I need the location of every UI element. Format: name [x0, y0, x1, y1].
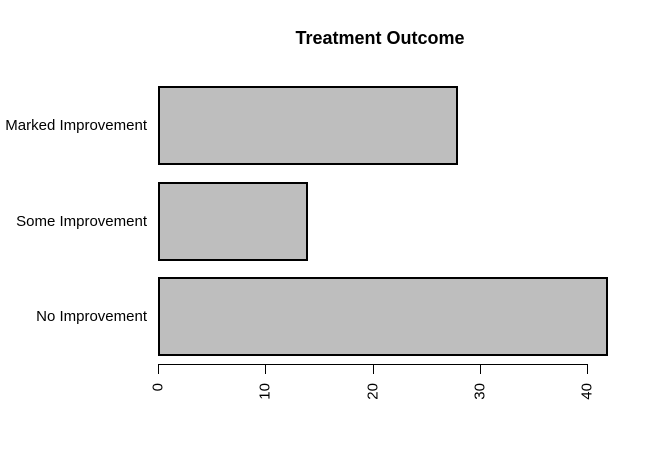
- category-label-no-improvement: No Improvement: [36, 308, 147, 325]
- bar-marked-improvement: [158, 86, 458, 165]
- chart-title: Treatment Outcome: [295, 28, 465, 48]
- x-axis-tick-label-10: 10: [256, 383, 274, 400]
- x-axis-tick-label-30: 30: [471, 383, 489, 400]
- x-axis-tick-40: [587, 364, 588, 374]
- category-label-some-improvement: Some Improvement: [16, 213, 147, 230]
- category-label-marked-improvement: Marked Improvement: [5, 117, 147, 134]
- x-axis-tick-20: [373, 364, 374, 374]
- x-axis-tick-label-0: 0: [149, 383, 167, 392]
- x-axis-tick-10: [265, 364, 266, 374]
- x-axis-tick-0: [158, 364, 159, 374]
- x-axis-tick-30: [480, 364, 481, 374]
- bar-no-improvement: [158, 277, 608, 356]
- bar-some-improvement: [158, 182, 308, 261]
- x-axis-tick-label-40: 40: [578, 383, 596, 400]
- x-axis-tick-label-20: 20: [364, 383, 382, 400]
